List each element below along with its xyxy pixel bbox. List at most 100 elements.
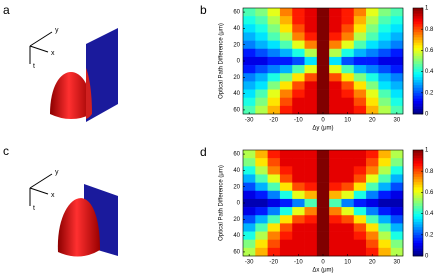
cell — [366, 207, 379, 216]
colorbar-step — [413, 224, 423, 228]
colorbar-step — [413, 176, 423, 180]
cell — [341, 223, 355, 232]
cell — [243, 182, 256, 192]
cell — [292, 182, 305, 192]
colorbar-step — [413, 229, 423, 233]
cell — [243, 215, 256, 224]
cell — [329, 48, 342, 58]
cell — [353, 223, 367, 232]
cell — [267, 215, 281, 224]
cell — [341, 40, 355, 50]
cell — [243, 65, 256, 74]
cell — [255, 97, 268, 107]
y-tick-label: 60 — [233, 250, 240, 256]
cell — [243, 56, 256, 66]
cell — [255, 24, 268, 33]
cell — [304, 32, 318, 41]
cell — [316, 65, 330, 74]
cell — [366, 97, 379, 107]
cell — [292, 190, 305, 200]
colorbar-step — [413, 82, 423, 86]
colorbar-step — [413, 84, 423, 88]
cell — [279, 150, 293, 159]
cell — [341, 239, 355, 249]
cell — [341, 198, 355, 208]
cell — [329, 215, 342, 224]
cell — [267, 32, 281, 41]
cell — [390, 24, 404, 33]
cell — [353, 65, 367, 74]
cell — [378, 190, 391, 200]
cell — [304, 40, 318, 50]
cell — [304, 198, 318, 208]
colorbar-step — [413, 165, 423, 169]
cell — [255, 215, 268, 224]
cell — [390, 65, 404, 74]
cell — [243, 166, 256, 175]
cell — [390, 56, 404, 66]
colorbar-step — [413, 55, 423, 59]
cell — [366, 223, 379, 232]
colorbar-step — [413, 98, 423, 102]
cell — [378, 182, 391, 192]
cell — [255, 150, 268, 159]
cell — [329, 81, 342, 90]
cell — [353, 231, 367, 240]
cell — [366, 105, 379, 115]
colorbar-tick-label: 0 — [425, 254, 429, 260]
cell — [378, 48, 391, 58]
cell — [353, 190, 367, 200]
colorbar-tick-label: 0.4 — [425, 69, 434, 75]
cell — [341, 8, 355, 17]
cell — [304, 158, 318, 167]
cell — [366, 158, 379, 167]
cell — [341, 97, 355, 107]
cell — [353, 150, 367, 159]
cell — [353, 166, 367, 175]
x-tick-label: 20 — [369, 260, 376, 266]
x-tick-label: 30 — [394, 260, 401, 266]
cell — [341, 158, 355, 167]
cell — [279, 223, 293, 232]
cell — [329, 223, 342, 232]
cell — [329, 182, 342, 192]
colorbar-step — [413, 181, 423, 185]
cell — [255, 158, 268, 167]
cell — [366, 32, 379, 41]
cell — [316, 231, 330, 240]
colorbar-step — [413, 195, 423, 198]
cell — [353, 89, 367, 98]
colorbar-step — [413, 95, 423, 99]
y-tick-label: 40 — [233, 233, 240, 239]
cell — [329, 73, 342, 82]
x-tick-label: 30 — [394, 118, 401, 124]
cell — [329, 89, 342, 98]
cell — [378, 207, 391, 216]
cell — [366, 24, 379, 33]
colorbar-step — [413, 53, 423, 56]
cell — [255, 105, 268, 115]
colorbar-step — [413, 108, 423, 112]
colorbar-step — [413, 150, 423, 153]
cell — [366, 65, 379, 74]
colorbar-tick-label: 0.4 — [425, 211, 434, 217]
cell — [267, 239, 281, 249]
cell — [304, 97, 318, 107]
colorbar-step — [413, 197, 423, 201]
colorbar-step — [413, 218, 423, 222]
cell — [366, 166, 379, 175]
cell — [316, 190, 330, 200]
cell — [341, 16, 355, 25]
cell — [279, 73, 293, 82]
cell — [378, 32, 391, 41]
cell — [279, 81, 293, 90]
cell — [267, 24, 281, 33]
panel-label: d — [200, 145, 207, 159]
cell — [366, 198, 379, 208]
colorbar-tick-label: 1 — [425, 148, 429, 154]
cell — [292, 247, 305, 257]
colorbar-step — [413, 173, 423, 177]
cell — [353, 247, 367, 257]
cell — [366, 150, 379, 159]
cell — [353, 105, 367, 115]
